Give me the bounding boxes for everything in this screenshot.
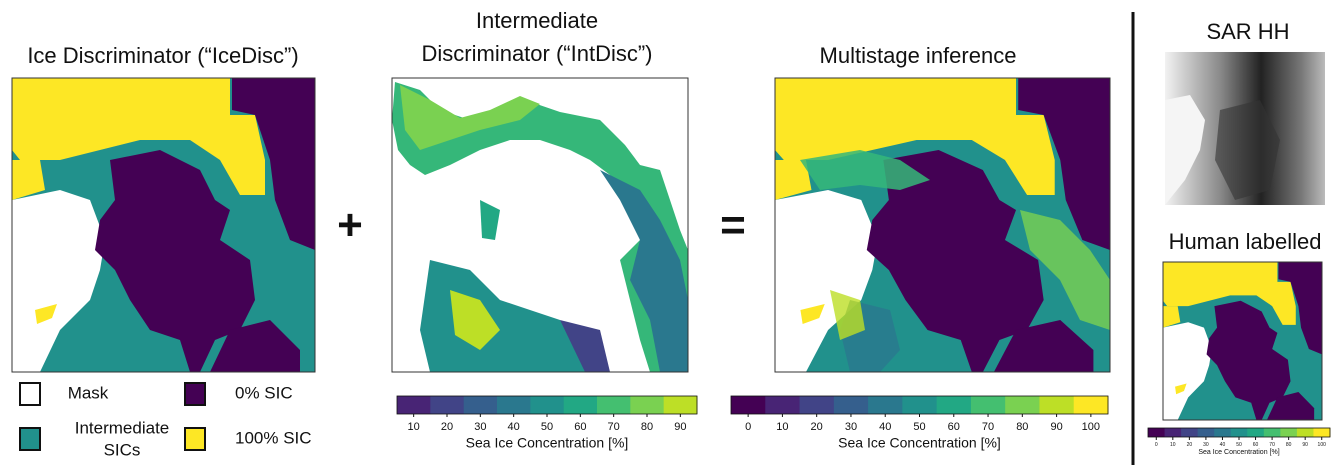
colorbar-segment <box>1264 428 1281 437</box>
colorbar-tick-label: 60 <box>948 421 960 433</box>
colorbar-segment <box>1181 428 1198 437</box>
colorbar-segment <box>1074 396 1109 414</box>
colorbar-tick-label: 80 <box>1286 442 1292 448</box>
colorbar-tick-label: 40 <box>508 421 520 433</box>
colorbar-tick-label: 70 <box>1269 442 1275 448</box>
figure: Ice Discriminator (“IceDisc”) Mask 0% SI… <box>0 0 1335 469</box>
colorbar-segment <box>497 396 531 414</box>
colorbar-segment <box>430 396 464 414</box>
panel-title: Discriminator (“IntDisc”) <box>422 41 653 66</box>
colorbar-tick-label: 70 <box>608 421 620 433</box>
colorbar-tick-label: 30 <box>1203 442 1209 448</box>
colorbar-tick-label: 40 <box>879 421 891 433</box>
sar-image <box>1165 52 1325 205</box>
colorbar-segment <box>868 396 903 414</box>
panel-title: Human labelled <box>1169 229 1322 254</box>
legend-label: Intermediate <box>75 418 170 437</box>
legend-swatch <box>185 428 205 450</box>
colorbar-tick-label: 30 <box>845 421 857 433</box>
colorbar-segment <box>800 396 835 414</box>
legend-label: 0% SIC <box>235 383 293 402</box>
colorbar-segment <box>530 396 564 414</box>
page: Multistage sea ice inference figure { "i… <box>0 0 1335 469</box>
legend-swatch <box>20 428 40 450</box>
legend-label: Mask <box>68 383 109 402</box>
map-region <box>1163 262 1322 420</box>
colorbar-tick-label: 100 <box>1318 442 1327 448</box>
colorbar-segment <box>971 396 1006 414</box>
colorbar: 0 10 20 30 40 50 60 70 80 90 100 Sea Ice Concentrat… <box>1148 428 1331 456</box>
colorbar-label: Sea Ice Concentration [%] <box>466 435 629 451</box>
panel-title: Multistage inference <box>820 43 1017 68</box>
colorbar-tick-label: 0 <box>1155 442 1158 448</box>
colorbar-segment <box>902 396 937 414</box>
colorbar-tick-label: 0 <box>745 421 751 433</box>
colorbar: 0 10 20 30 40 50 60 70 80 90 100 Sea Ice Concentrat… <box>731 396 1109 451</box>
colorbar-tick-label: 80 <box>641 421 653 433</box>
legend-label: 100% SIC <box>235 428 312 447</box>
colorbar-tick-label: 50 <box>541 421 553 433</box>
legend-label: SICs <box>104 440 141 459</box>
colorbar-tick-label: 90 <box>674 421 686 433</box>
colorbar-segment <box>664 396 698 414</box>
colorbar-tick-label: 80 <box>1016 421 1028 433</box>
legend-swatch <box>185 383 205 405</box>
colorbar-tick-label: 20 <box>811 421 823 433</box>
colorbar-segment <box>1165 428 1182 437</box>
colorbar-segment <box>630 396 664 414</box>
colorbar-segment <box>1039 396 1074 414</box>
colorbar-segment <box>1005 396 1040 414</box>
colorbar-segment <box>765 396 800 414</box>
colorbar-segment <box>597 396 631 414</box>
colorbar-tick-label: 60 <box>1253 442 1259 448</box>
colorbar-tick-label: 10 <box>776 421 788 433</box>
colorbar-segment <box>464 396 498 414</box>
panel-title: Intermediate <box>476 8 598 33</box>
colorbar-tick-label: 100 <box>1082 421 1100 433</box>
panel-title: SAR HH <box>1206 19 1289 44</box>
human-map <box>1163 262 1322 420</box>
colorbar-label: Sea Ice Concentration [%] <box>838 435 1001 451</box>
colorbar-tick-label: 70 <box>982 421 994 433</box>
colorbar-tick-label: 20 <box>441 421 453 433</box>
colorbar-tick-label: 90 <box>1302 442 1308 448</box>
multistage-map <box>775 78 1110 372</box>
colorbar-tick-label: 90 <box>1050 421 1062 433</box>
colorbar-tick-label: 60 <box>574 421 586 433</box>
colorbar-segment <box>397 396 431 414</box>
colorbar-label: Sea Ice Concentration [%] <box>1198 449 1279 456</box>
icedisc-map <box>12 78 315 372</box>
colorbar-segment <box>1313 428 1330 437</box>
colorbar-segment <box>1297 428 1314 437</box>
colorbar-tick-label: 50 <box>1236 442 1242 448</box>
colorbar-segment <box>1148 428 1165 437</box>
colorbar-tick-label: 30 <box>474 421 486 433</box>
colorbar-tick-label: 20 <box>1187 442 1193 448</box>
colorbar-segment <box>564 396 598 414</box>
colorbar-tick-label: 10 <box>1170 442 1176 448</box>
legend-swatch <box>20 383 40 405</box>
colorbar-segment <box>1214 428 1231 437</box>
colorbar-tick-label: 50 <box>913 421 925 433</box>
colorbar-segment <box>937 396 972 414</box>
colorbar-tick-label: 40 <box>1220 442 1226 448</box>
colorbar-segment <box>731 396 766 414</box>
panel-title: Ice Discriminator (“IceDisc”) <box>27 43 298 68</box>
colorbar-segment <box>1247 428 1264 437</box>
colorbar-segment <box>1280 428 1297 437</box>
colorbar: 10 20 30 40 50 60 70 80 90 Sea Ice Concentration … <box>397 396 698 451</box>
plus-sign: + <box>337 201 363 250</box>
colorbar-segment <box>1198 428 1215 437</box>
page-body: Ice Discriminator (“IceDisc”) Mask 0% SI… <box>0 0 1335 469</box>
colorbar-segment <box>834 396 869 414</box>
colorbar-tick-label: 10 <box>408 421 420 433</box>
intdisc-map <box>392 78 688 372</box>
equals-sign: = <box>720 201 746 250</box>
colorbar-segment <box>1231 428 1248 437</box>
